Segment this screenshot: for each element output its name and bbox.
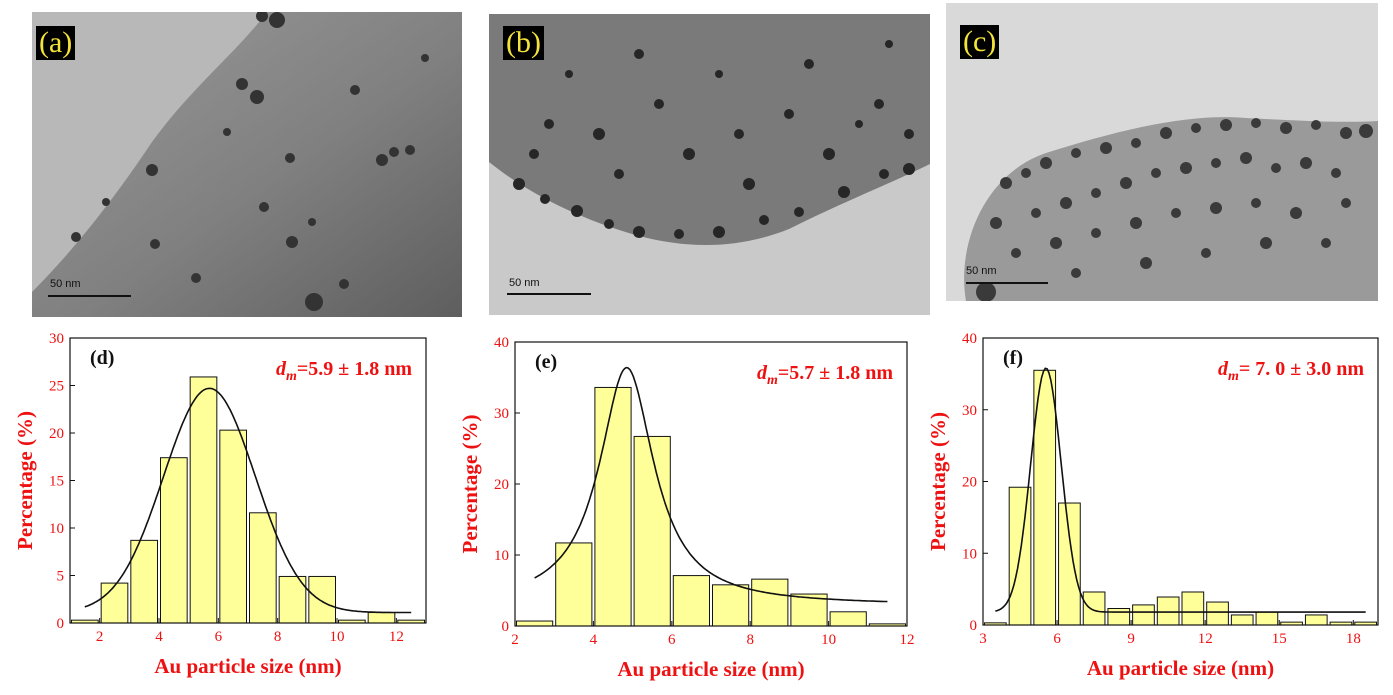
- chart-1-ytick-label-0: 0: [502, 619, 510, 635]
- nanoparticles-a: [71, 12, 429, 311]
- chart-2-xtick-label-2: 9: [1127, 631, 1135, 647]
- chart-2-xtick-label-0: 3: [979, 631, 987, 647]
- chart-1-ytick-label-2: 20: [494, 477, 509, 493]
- chart-1-bar-6: [751, 578, 789, 627]
- chart-2-ytick-label-3: 30: [962, 403, 977, 419]
- chart-0-panel-tag: (d): [90, 347, 114, 369]
- chart-0-xtick-label-3: 8: [274, 629, 282, 645]
- chart-1-xtick-label-1: 4: [590, 632, 598, 648]
- chart-1-xtick-label-0: 2: [511, 632, 519, 648]
- chart-0-bar-10: [367, 612, 396, 624]
- chart-1-xtick-label-2: 6: [668, 632, 676, 648]
- chart-2-bar-7: [1156, 596, 1180, 626]
- chart-2-xlabel: Au particle size (nm): [1087, 656, 1274, 680]
- chart-0-bar-4: [189, 376, 218, 624]
- chart-2-bar-10: [1230, 614, 1254, 626]
- chart-0-bar-3: [160, 457, 188, 624]
- chart-2-bar-3: [1058, 502, 1081, 626]
- chart-1-ylabel: Percentage (%): [458, 415, 482, 554]
- scale-label-a: 50 nm: [50, 278, 81, 290]
- chart-1-panel-tag: (e): [535, 351, 557, 373]
- chart-2-panel-tag: (f): [1003, 347, 1023, 369]
- chart-2-ytick-label-0: 0: [970, 618, 978, 634]
- chart-0-bar-8: [308, 575, 337, 624]
- chart-2-xtick-label-3: 12: [1198, 631, 1213, 647]
- scale-label-b: 50 nm: [509, 277, 540, 289]
- chart-2-fit-curve: [995, 367, 1366, 613]
- chart-1-bar-1: [555, 542, 593, 627]
- chart-0-bar-5: [219, 429, 247, 624]
- chart-1-xtick-label-5: 12: [900, 632, 915, 648]
- chart-2-bar-5: [1107, 607, 1131, 626]
- chart-0-xtick-label-2: 6: [215, 629, 223, 645]
- chart-0-dm-annotation: dm=5.9 ± 1.8 nm: [276, 358, 412, 384]
- histogram-f: 3 6 9 12 15 18 0 10 20 30 40 Au particle size (nm) P…: [926, 331, 1379, 680]
- chart-1-xlabel: Au particle size (nm): [617, 657, 804, 681]
- chart-1-bar-8: [829, 611, 867, 627]
- histogram-d: 2 4 6 8 10 12 0 5 10 15 20 25 30 Au particle size (nm…: [13, 331, 427, 678]
- chart-0-xtick-label-5: 12: [389, 629, 404, 645]
- chart-2-bar-4: [1082, 591, 1106, 626]
- chart-2-bar-8: [1181, 591, 1205, 626]
- chart-1-ytick-label-3: 30: [494, 406, 509, 422]
- chart-0-ytick-label-2: 10: [49, 521, 64, 537]
- chart-0-bar-1: [100, 582, 129, 624]
- chart-1-xtick-label-4: 10: [821, 632, 836, 648]
- tem-tag-b: (b): [503, 26, 544, 60]
- chart-2-bar-11: [1255, 611, 1279, 626]
- chart-1-xtick-label-3: 8: [746, 632, 754, 648]
- chart-0-ytick-label-1: 5: [57, 569, 65, 585]
- chart-2-ytick-label-1: 10: [962, 546, 977, 562]
- chart-1-bar-5: [712, 584, 750, 627]
- scale-bar-c: [966, 282, 1048, 284]
- chart-1-bar-3: [633, 435, 671, 627]
- chart-2-bar-9: [1206, 601, 1229, 626]
- nanoparticles-b: [513, 40, 915, 239]
- chart-0-ytick-label-4: 20: [49, 426, 64, 442]
- scale-label-c: 50 nm: [966, 265, 997, 277]
- tem-tag-c: (c): [960, 25, 1000, 59]
- chart-2-xtick-label-1: 6: [1053, 631, 1061, 647]
- tem-tag-a: (a): [36, 26, 76, 60]
- chart-0-ylabel: Percentage (%): [13, 411, 37, 550]
- chart-2-dm-annotation: dm= 7. 0 ± 3.0 nm: [1218, 358, 1364, 384]
- chart-2-bar-13: [1304, 614, 1328, 626]
- chart-0-ytick-label-6: 30: [49, 331, 64, 347]
- chart-0-fit-curve: [84, 387, 412, 614]
- chart-1-bar-4: [672, 575, 711, 627]
- chart-0-xtick-label-4: 10: [330, 629, 345, 645]
- chart-0-xlabel: Au particle size (nm): [154, 654, 341, 678]
- chart-2-xtick-label-5: 18: [1346, 631, 1361, 647]
- tem-image-b: (b) 50 nm: [489, 14, 930, 315]
- chart-1-ytick-label-4: 40: [494, 335, 509, 351]
- chart-0-ytick-label-5: 25: [49, 379, 64, 395]
- chart-0-ytick-label-3: 15: [49, 474, 64, 490]
- chart-1-ytick-label-1: 10: [494, 548, 509, 564]
- chart-0-bar-7: [278, 575, 307, 624]
- chart-1-dm-annotation: dm=5.7 ± 1.8 nm: [757, 362, 893, 388]
- nanoparticles-c: [976, 118, 1373, 301]
- scale-bar-a: [48, 295, 131, 297]
- chart-2-xtick-label-4: 15: [1272, 631, 1287, 647]
- chart-1-bar-0: [516, 620, 554, 627]
- chart-0-ytick-label-0: 0: [57, 616, 65, 632]
- chart-1-fit-curve: [534, 366, 888, 603]
- tem-image-c: (c) 50 nm: [946, 3, 1378, 301]
- chart-2-ytick-label-4: 40: [962, 331, 977, 347]
- scale-bar-b: [507, 293, 591, 295]
- chart-1-bar-2: [594, 386, 632, 627]
- chart-0-bar-6: [249, 512, 277, 624]
- chart-2-ylabel: Percentage (%): [926, 412, 950, 551]
- chart-0-xtick-label-1: 4: [155, 629, 163, 645]
- chart-2-bar-6: [1132, 604, 1155, 626]
- chart-0-xtick-label-0: 2: [96, 629, 104, 645]
- chart-2-ytick-label-2: 20: [962, 475, 977, 491]
- histogram-e: 2 4 6 8 10 12 0 10 20 30 40 Au particle size (nm) Pe…: [458, 335, 915, 681]
- tem-image-a: (a) 50 nm: [32, 12, 462, 317]
- chart-0-frame: [69, 337, 427, 624]
